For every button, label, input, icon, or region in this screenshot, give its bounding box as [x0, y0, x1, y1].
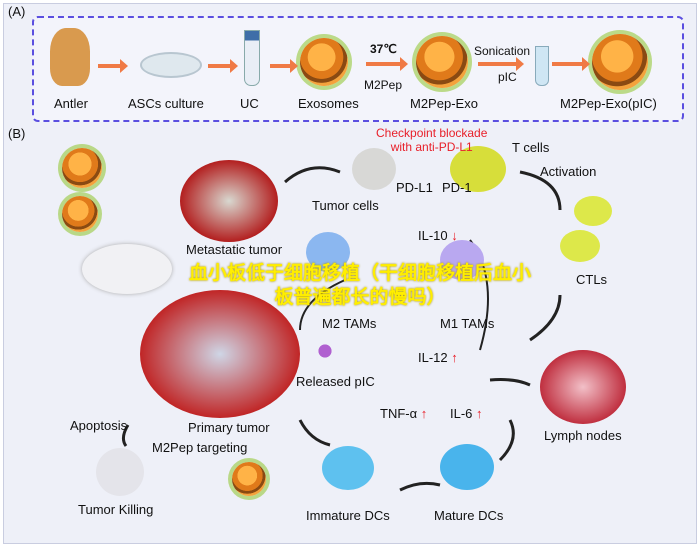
deer-icon [50, 28, 90, 86]
step-ascs-culture: ASCs culture [128, 96, 204, 111]
temperature-label: 37℃ [370, 42, 397, 56]
il-10-label: IL-10 ↓ [418, 228, 458, 243]
immature-dc-icon [322, 446, 374, 490]
metastatic-tumor-label: Metastatic tumor [186, 242, 283, 257]
tumor-cells-label: Tumor cells [312, 198, 379, 213]
mature-dc-icon [440, 444, 494, 490]
pd-l1-label: PD-L1 [396, 180, 433, 195]
m2pep-label: M2Pep [364, 78, 403, 92]
step-antler: Antler [54, 96, 88, 111]
lymph-nodes-label: Lymph nodes [544, 428, 622, 443]
mature-dcs-label: Mature DCs [434, 508, 504, 523]
arrow [270, 59, 298, 73]
exosome-icon [300, 38, 348, 86]
pic-particles-icon [310, 336, 340, 366]
arrow [98, 59, 128, 73]
t-cell-icon [450, 146, 506, 192]
m2-tam-icon [306, 232, 350, 272]
step-exosomes: Exosomes [298, 96, 359, 111]
t-cells-label: T cells [512, 140, 550, 155]
m2pep-targeting-label: M2Pep targeting [152, 440, 248, 455]
activation-label: Activation [540, 164, 597, 179]
immature-dcs-label: Immature DCs [306, 508, 390, 523]
mouse-icon [82, 244, 172, 294]
sonication-label: Sonication [474, 44, 531, 58]
lymph-node-icon [540, 350, 626, 424]
panel-a-label: (A) [8, 4, 26, 19]
tnf-alpha-label: TNF-α ↑ [380, 406, 428, 421]
ctls-label: CTLs [576, 272, 608, 287]
apoptosis-label: Apoptosis [70, 418, 128, 433]
tumor-killing-label: Tumor Killing [78, 502, 154, 517]
m2pep-exo-pic-icon [592, 34, 648, 90]
ctl-icon [574, 196, 612, 226]
step-uc: UC [240, 96, 259, 111]
exosome-icon [62, 148, 102, 188]
released-pic-label: Released pIC [296, 374, 375, 389]
m1-tam-icon [440, 240, 484, 280]
sonication-tube-icon [535, 46, 549, 86]
pic-label: pIC [498, 70, 517, 84]
il-12-label: IL-12 ↑ [418, 350, 458, 365]
checkpoint-blockade-label: Checkpoint blockade with anti-PD-L1 [376, 126, 488, 154]
exosome-icon [62, 196, 98, 232]
culture-dish-icon [140, 52, 202, 78]
arrow [208, 59, 238, 73]
arrow [552, 57, 590, 71]
m2pep-targeting-exo-icon [232, 462, 266, 496]
pd-1-label: PD-1 [442, 180, 472, 195]
primary-tumor-icon [140, 290, 300, 418]
overlay-caption: 血小板低于细胞移植（干细胞移植后血小板普遍都长的慢吗） [188, 263, 531, 308]
tumor-killing-icon [96, 448, 144, 496]
arrow [478, 57, 524, 71]
tube-icon [244, 30, 260, 86]
m1-tams-label: M1 TAMs [440, 316, 495, 331]
panel-b-label: (B) [8, 126, 26, 141]
tumor-cell-icon [352, 148, 396, 190]
il-6-label: IL-6 ↑ [450, 406, 483, 421]
step-m2pep-exo-pic: M2Pep-Exo(pIC) [560, 96, 657, 111]
m2pep-exo-icon [416, 36, 468, 88]
metastatic-tumor-icon [180, 160, 278, 242]
primary-tumor-label: Primary tumor [188, 420, 270, 435]
m2-tams-label: M2 TAMs [322, 316, 377, 331]
arrow [366, 57, 408, 71]
ctl-icon [560, 230, 600, 262]
step-m2pep-exo: M2Pep-Exo [410, 96, 478, 111]
